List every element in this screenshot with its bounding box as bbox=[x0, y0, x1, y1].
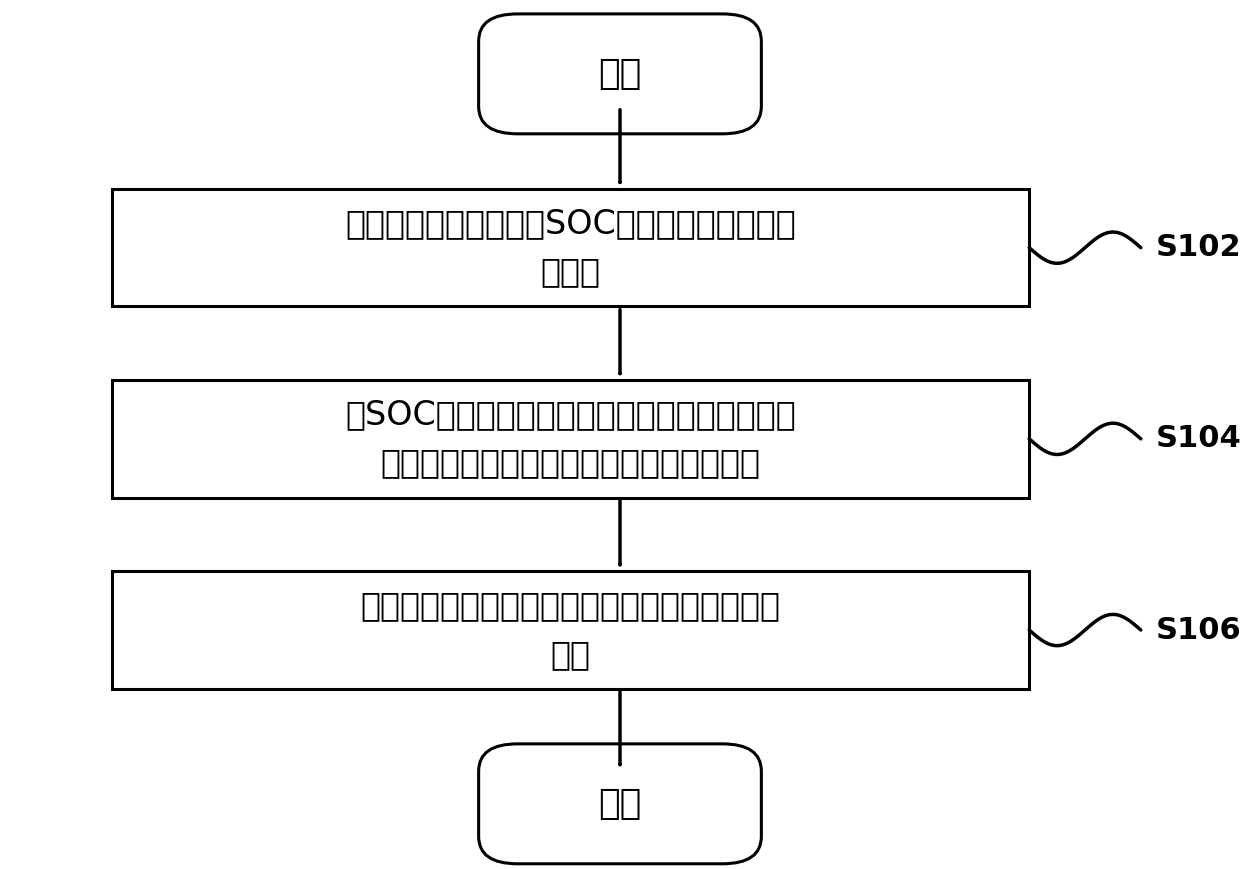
FancyBboxPatch shape bbox=[112, 572, 1029, 688]
Text: 判断车辆的动力电池的SOC値是否大于等于第一
预设値: 判断车辆的动力电池的SOC値是否大于等于第一 预设値 bbox=[345, 207, 796, 289]
Text: S102: S102 bbox=[1156, 233, 1240, 262]
Text: 当车内温度大于等于第一预设温度时，启动车载
空调: 当车内温度大于等于第一预设温度时，启动车载 空调 bbox=[361, 589, 780, 671]
Text: S104: S104 bbox=[1156, 424, 1240, 454]
FancyBboxPatch shape bbox=[112, 189, 1029, 307]
Text: 开始: 开始 bbox=[599, 56, 641, 91]
Text: 结束: 结束 bbox=[599, 786, 641, 821]
FancyBboxPatch shape bbox=[479, 744, 761, 864]
FancyBboxPatch shape bbox=[112, 381, 1029, 497]
FancyBboxPatch shape bbox=[479, 14, 761, 134]
Text: S106: S106 bbox=[1156, 615, 1240, 645]
Text: 当SOC値大于等于第一预设値时，获取车内温度
并判断车内温度是否大于等于第一预设温度: 当SOC値大于等于第一预设値时，获取车内温度 并判断车内温度是否大于等于第一预设… bbox=[345, 398, 796, 480]
